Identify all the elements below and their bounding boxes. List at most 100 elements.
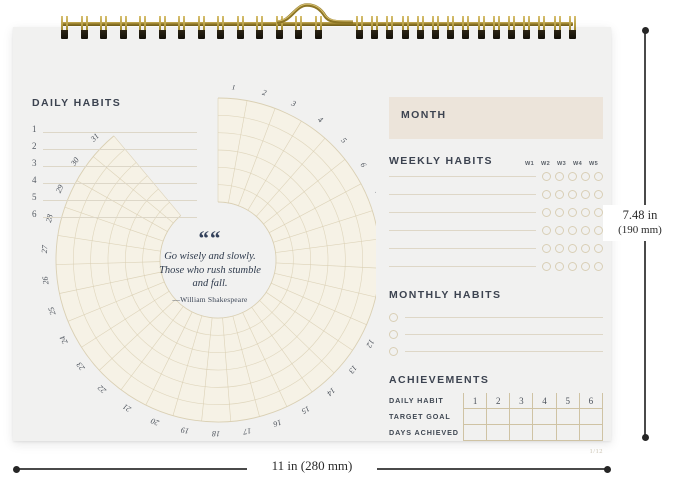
weekly-habit-row[interactable] bbox=[389, 185, 603, 203]
monthly-habit-row[interactable] bbox=[389, 343, 603, 360]
radial-day-label: 19 bbox=[180, 425, 190, 435]
monthly-check-circle[interactable] bbox=[389, 330, 398, 339]
weekly-habit-write-line[interactable] bbox=[389, 265, 536, 267]
spiral-coil bbox=[100, 16, 107, 39]
weekly-habit-write-line[interactable] bbox=[389, 193, 536, 195]
weekly-habit-row[interactable] bbox=[389, 167, 603, 185]
week-check-circle[interactable] bbox=[555, 261, 564, 271]
achievements-cell[interactable] bbox=[555, 424, 580, 441]
weekly-habit-write-line[interactable] bbox=[389, 211, 536, 213]
week-check-circle[interactable] bbox=[581, 171, 590, 181]
daily-habit-write-line[interactable] bbox=[43, 217, 197, 218]
daily-habit-row[interactable]: 4 bbox=[32, 169, 197, 186]
monthly-check-circle[interactable] bbox=[389, 347, 398, 356]
monthly-habit-write-line[interactable] bbox=[405, 334, 603, 335]
radial-day-label: 7 bbox=[373, 189, 376, 197]
achievements-row-label: TARGET GOAL bbox=[389, 412, 451, 421]
weekly-habit-checkboxes bbox=[542, 261, 603, 271]
achievements-table[interactable]: DAILY HABIT 1 2 3 4 5 6 TARGET GOAL DAYS ACHIEVE… bbox=[389, 393, 604, 441]
quote-mark-icon: ““ bbox=[198, 226, 222, 250]
week-check-circle[interactable] bbox=[594, 207, 603, 217]
week-check-circle[interactable] bbox=[555, 171, 564, 181]
weekly-habit-row[interactable] bbox=[389, 257, 603, 275]
achievements-title: ACHIEVEMENTS bbox=[389, 374, 490, 386]
achievements-cell[interactable] bbox=[509, 424, 534, 441]
week-check-circle[interactable] bbox=[568, 189, 577, 199]
spiral-coil bbox=[119, 16, 127, 39]
achievements-cell[interactable] bbox=[486, 408, 511, 425]
daily-habit-row[interactable]: 1 bbox=[32, 118, 197, 135]
achievements-cell[interactable] bbox=[532, 424, 557, 441]
daily-habit-row[interactable]: 3 bbox=[32, 152, 197, 169]
monthly-habit-write-line[interactable] bbox=[405, 351, 603, 352]
achievements-row-label: DAYS ACHIEVED bbox=[389, 428, 459, 437]
week-check-circle[interactable] bbox=[594, 189, 603, 199]
spiral-coil bbox=[553, 16, 561, 39]
week-check-circle[interactable] bbox=[542, 243, 551, 253]
month-field[interactable]: MONTH bbox=[389, 97, 603, 139]
week-check-circle[interactable] bbox=[555, 243, 564, 253]
week-check-circle[interactable] bbox=[594, 243, 603, 253]
weekly-habit-checkboxes bbox=[542, 243, 603, 253]
daily-habit-write-line[interactable] bbox=[43, 166, 197, 167]
daily-habit-row[interactable]: 5 bbox=[32, 186, 197, 203]
week-check-circle[interactable] bbox=[594, 225, 603, 235]
week-check-circle[interactable] bbox=[581, 243, 590, 253]
achievements-cell[interactable] bbox=[555, 408, 580, 425]
week-check-circle[interactable] bbox=[581, 207, 590, 217]
weekly-habits-header: WEEKLY HABITS W1 W2 W3 W4 W5 bbox=[389, 153, 603, 167]
week-check-circle[interactable] bbox=[555, 189, 564, 199]
radial-habit-tracker[interactable]: 1234567891011121314151617181920212223242… bbox=[31, 85, 376, 460]
week-check-circle[interactable] bbox=[581, 261, 590, 271]
weekly-habit-row[interactable] bbox=[389, 239, 603, 257]
weekly-habit-write-line[interactable] bbox=[389, 175, 536, 177]
dimension-cap-right bbox=[604, 465, 611, 473]
weekly-habit-write-line[interactable] bbox=[389, 229, 536, 231]
week-check-circle[interactable] bbox=[555, 207, 564, 217]
weekly-habit-row[interactable] bbox=[389, 203, 603, 221]
week-check-circle[interactable] bbox=[568, 171, 577, 181]
daily-habit-write-line[interactable] bbox=[43, 132, 197, 133]
week-check-circle[interactable] bbox=[542, 225, 551, 235]
monthly-habit-row[interactable] bbox=[389, 326, 603, 343]
daily-habit-row[interactable]: 2 bbox=[32, 135, 197, 152]
radial-day-label: 30 bbox=[68, 156, 81, 169]
achievements-cell[interactable] bbox=[532, 408, 557, 425]
weekly-habit-checkboxes bbox=[542, 225, 603, 235]
week-check-circle[interactable] bbox=[555, 225, 564, 235]
achievements-cell[interactable] bbox=[462, 408, 488, 425]
achievements-cell[interactable] bbox=[578, 408, 604, 425]
achievements-cell[interactable] bbox=[462, 424, 488, 441]
spiral-coil bbox=[178, 16, 185, 39]
weekly-habits-title: WEEKLY HABITS bbox=[389, 155, 493, 167]
achievements-cell[interactable] bbox=[509, 408, 534, 425]
week-check-circle[interactable] bbox=[568, 225, 577, 235]
week-check-circle[interactable] bbox=[594, 261, 603, 271]
daily-habit-write-line[interactable] bbox=[43, 183, 197, 184]
achievements-cell[interactable] bbox=[486, 424, 511, 441]
monthly-check-circle[interactable] bbox=[389, 313, 398, 322]
radial-day-label: 28 bbox=[44, 213, 55, 223]
monthly-habit-row[interactable] bbox=[389, 309, 603, 326]
week-check-circle[interactable] bbox=[568, 261, 577, 271]
daily-habit-number: 1 bbox=[32, 124, 37, 134]
week-check-circle[interactable] bbox=[568, 243, 577, 253]
week-check-circle[interactable] bbox=[594, 171, 603, 181]
week-check-circle[interactable] bbox=[542, 189, 551, 199]
daily-habit-row[interactable]: 6 bbox=[32, 203, 197, 220]
week-check-circle[interactable] bbox=[581, 225, 590, 235]
week-check-circle[interactable] bbox=[568, 207, 577, 217]
achievements-cell[interactable] bbox=[578, 424, 604, 441]
week-check-circle[interactable] bbox=[542, 207, 551, 217]
daily-habit-write-line[interactable] bbox=[43, 149, 197, 150]
week-check-circle[interactable] bbox=[581, 189, 590, 199]
weekly-habit-row[interactable] bbox=[389, 221, 603, 239]
spiral-coil bbox=[139, 16, 146, 39]
week-check-circle[interactable] bbox=[542, 171, 551, 181]
daily-habit-write-line[interactable] bbox=[43, 200, 197, 201]
weekly-habit-write-line[interactable] bbox=[389, 247, 536, 249]
monthly-habit-write-line[interactable] bbox=[405, 317, 603, 318]
week-check-circle[interactable] bbox=[542, 261, 551, 271]
spiral-coil bbox=[295, 16, 302, 39]
radial-day-label: 13 bbox=[347, 363, 359, 375]
